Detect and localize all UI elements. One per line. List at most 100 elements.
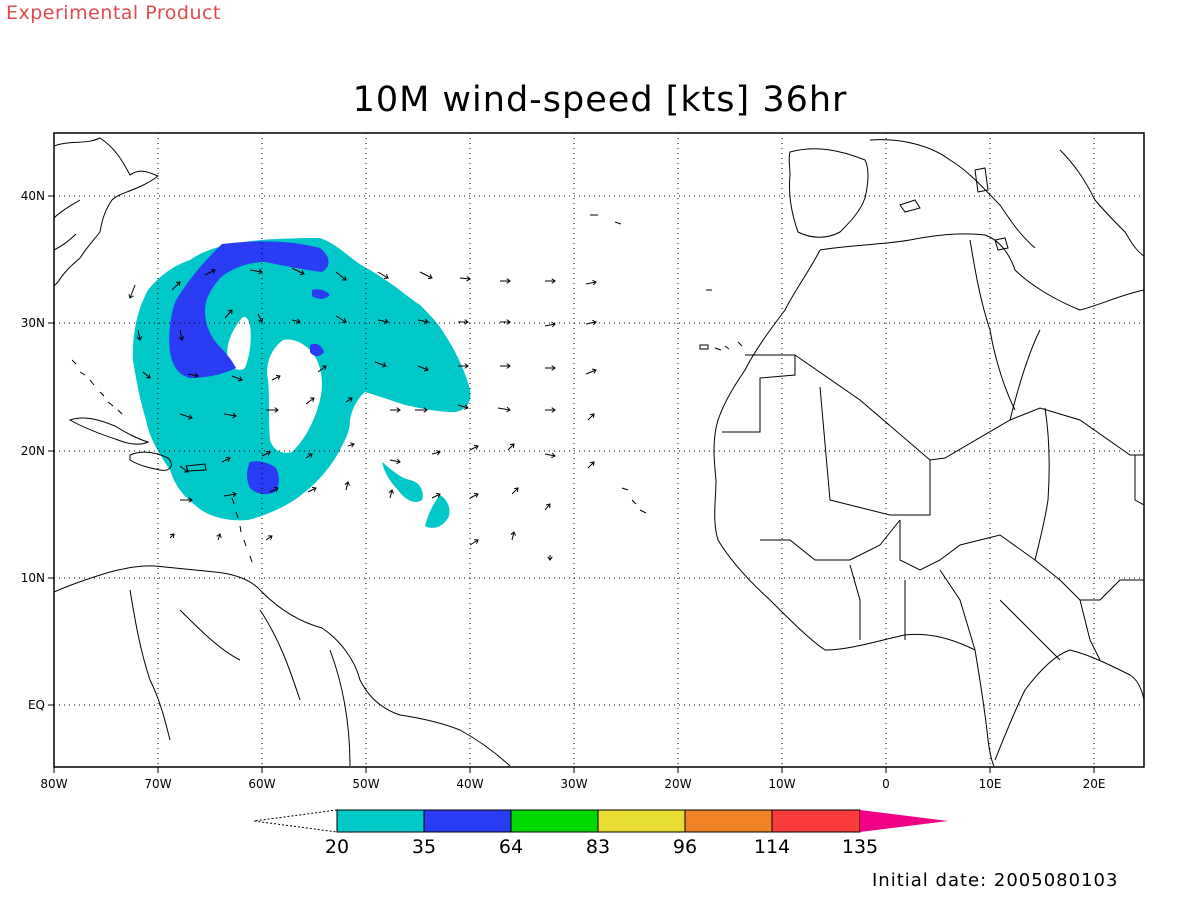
- africa-small-islands: [590, 214, 743, 514]
- wind-vector: [377, 271, 389, 279]
- wind-vector-head: [592, 279, 597, 286]
- wind-vector: [511, 487, 519, 495]
- wind-vector-head: [435, 492, 441, 498]
- wind-vector-head: [545, 503, 551, 509]
- wind-vector: [305, 397, 315, 405]
- colorbar-bin: [336, 809, 425, 833]
- lat-labels: 40N 30N 20N 10N EQ: [21, 189, 45, 712]
- wind-vector: [335, 315, 347, 323]
- africa-west-coast: [713, 249, 995, 767]
- wind-vector-head: [227, 309, 233, 315]
- lon-label: 60W: [248, 777, 275, 791]
- wind-vector: [544, 323, 556, 327]
- wind-vector-head: [273, 486, 279, 492]
- graticule: [54, 133, 1144, 767]
- wind-vector: [261, 451, 271, 457]
- wind-vector-head: [396, 407, 401, 413]
- wind-vector: [169, 533, 175, 539]
- wind-vector-head: [592, 319, 597, 326]
- wind-vector-head: [427, 274, 433, 280]
- wind-vector-head: [473, 492, 479, 498]
- wind-vector: [469, 445, 479, 451]
- wind-vector-head: [347, 397, 353, 402]
- wind-vector: [137, 329, 141, 341]
- wind-vector: [345, 481, 349, 491]
- colorbar-label: 64: [499, 836, 523, 858]
- lon-label: 20W: [664, 777, 691, 791]
- wind-vector-head: [551, 407, 556, 413]
- lon-label: 10E: [979, 777, 1002, 791]
- wind-vector-head: [128, 294, 134, 299]
- colorbar-label: 35: [412, 836, 436, 858]
- wind-vector: [223, 493, 237, 497]
- wind-vector: [265, 535, 273, 541]
- wind-vector: [417, 365, 429, 371]
- lon-labels: 80W 70W 60W 50W 40W 30W 20W 10W 0 10E 20…: [40, 777, 1105, 791]
- wind-vector-head: [210, 268, 216, 274]
- wind-vector-head: [384, 318, 389, 325]
- france-italy: [869, 139, 1145, 257]
- colorbar-bin: [684, 809, 773, 833]
- africa-borders: [722, 239, 1145, 661]
- wind-vector-head: [258, 317, 264, 323]
- wind-vector: [457, 404, 469, 409]
- wind-vector: [507, 443, 515, 451]
- initial-date: Initial date: 2005080103: [872, 870, 1119, 891]
- wind-vector-head: [513, 487, 519, 493]
- wind-vector-head: [506, 278, 511, 284]
- colorbar-bin: [423, 809, 512, 833]
- wind-core-small-1: [312, 289, 330, 299]
- wind-vector-head: [551, 278, 556, 284]
- colorbar-high-triangle: [860, 810, 948, 832]
- wind-vector-head: [341, 318, 347, 323]
- wind-vector-head: [169, 533, 175, 539]
- colorbar-label: 83: [586, 836, 610, 858]
- lat-label: 30N: [21, 316, 45, 330]
- wind-vector-head: [464, 404, 469, 410]
- wind-swath-island-2: [425, 495, 450, 528]
- wind-swath-island-1: [382, 462, 423, 502]
- wind-vector-head: [383, 274, 389, 279]
- wind-vector: [431, 493, 441, 499]
- cuba: [68, 417, 150, 445]
- wind-vector-head: [183, 468, 189, 473]
- colorbar-bin: [771, 809, 861, 833]
- wind-vector-head: [225, 456, 231, 462]
- wind-vector: [231, 375, 243, 381]
- wind-vector-head: [299, 270, 305, 276]
- wind-vector-head: [145, 373, 151, 379]
- wind-vector: [345, 397, 353, 403]
- wind-vector: [129, 284, 136, 299]
- wind-vector-head: [296, 318, 301, 324]
- wind-vector-head: [136, 336, 143, 341]
- north-america-coast: [53, 137, 159, 287]
- wind-vector: [377, 319, 389, 323]
- wind-vector: [179, 413, 193, 419]
- wind-vector-head: [216, 533, 222, 538]
- wind-vector: [469, 539, 479, 546]
- iberia: [788, 148, 869, 238]
- wind-vector-head: [232, 491, 237, 498]
- wind-vector: [389, 489, 393, 499]
- wind-vector: [497, 407, 511, 411]
- lat-label: 20N: [21, 444, 45, 458]
- wind-vector-head: [258, 268, 263, 275]
- colorbar-label: 20: [325, 836, 349, 858]
- axis-ticks: [48, 195, 1095, 773]
- wind-vector: [221, 457, 231, 463]
- wind-vector-head: [309, 397, 315, 402]
- wind-vector-head: [311, 486, 317, 492]
- wind-vector: [269, 487, 279, 493]
- colorbar: 20 35 64 83 96 114 135: [253, 809, 948, 858]
- wind-vector: [142, 371, 151, 379]
- wind-vectors: [128, 267, 597, 561]
- wind-vector: [179, 329, 183, 341]
- lon-label: 70W: [144, 777, 171, 791]
- north-america-interior: [53, 199, 81, 251]
- wind-vector: [585, 321, 597, 325]
- wind-vector: [389, 459, 401, 463]
- wind-vector-head: [274, 407, 279, 413]
- wind-vector-head: [194, 372, 199, 379]
- lon-label: 30W: [560, 777, 587, 791]
- wind-vector-head: [388, 489, 394, 494]
